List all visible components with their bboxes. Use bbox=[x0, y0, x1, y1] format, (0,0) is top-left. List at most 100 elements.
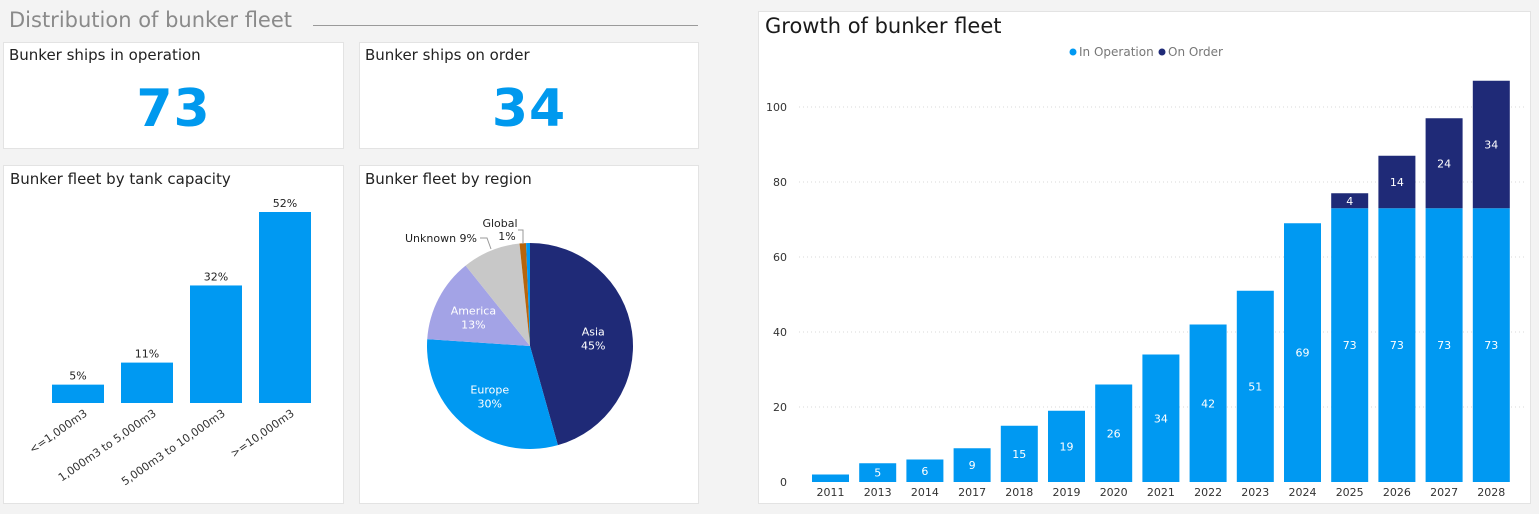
growth-bar-operation[interactable] bbox=[1095, 384, 1133, 483]
y-tick-label: 60 bbox=[773, 251, 787, 264]
kpi-order-label: Bunker ships on order bbox=[365, 46, 530, 64]
pie-slice-global[interactable] bbox=[519, 243, 530, 346]
region-chart-card[interactable]: Bunker fleet by region Asia 45% Europe 30% A… bbox=[359, 165, 699, 504]
pie-outside-label-global-name: Global bbox=[482, 217, 517, 230]
capacity-chart-card[interactable]: Bunker fleet by tank capacity 5% <=1,000m… bbox=[3, 165, 344, 504]
growth-chart-title: Growth of bunker fleet bbox=[765, 14, 1002, 38]
x-tick-label: 2021 bbox=[1147, 486, 1175, 499]
x-tick-label: 2022 bbox=[1194, 486, 1222, 499]
y-tick-label: 20 bbox=[773, 401, 787, 414]
growth-bar-operation[interactable] bbox=[953, 448, 991, 482]
pie-inside-label-value: 45% bbox=[581, 339, 605, 352]
x-tick-label: 2028 bbox=[1477, 486, 1505, 499]
pie-leader-unknown bbox=[480, 237, 492, 250]
growth-bar-operation[interactable] bbox=[1142, 354, 1180, 483]
growth-bar-operation-label: 5 bbox=[874, 467, 881, 480]
growth-bar-operation[interactable] bbox=[1425, 208, 1463, 482]
growth-bar-operation-label: 73 bbox=[1437, 339, 1451, 352]
kpi-operation-label: Bunker ships in operation bbox=[9, 46, 201, 64]
capacity-bar[interactable] bbox=[190, 285, 242, 403]
growth-bar-operation[interactable] bbox=[1000, 425, 1038, 482]
growth-bar-operation[interactable] bbox=[1284, 223, 1321, 482]
pie-slice-unknown[interactable] bbox=[465, 243, 530, 346]
growth-chart-card[interactable]: Growth of bunker fleet In Operation On Or… bbox=[758, 11, 1531, 504]
growth-bar-order-label: 34 bbox=[1484, 139, 1498, 152]
x-tick-label: 2026 bbox=[1383, 486, 1411, 499]
capacity-bar-label: 11% bbox=[135, 348, 159, 361]
x-tick-label: 2017 bbox=[958, 486, 986, 499]
legend-label-order: On Order bbox=[1168, 45, 1223, 59]
growth-bar-order-label: 24 bbox=[1437, 157, 1451, 170]
kpi-card-order[interactable]: Bunker ships on order 34 bbox=[359, 42, 699, 149]
x-tick-label: 2024 bbox=[1289, 486, 1317, 499]
capacity-bar[interactable] bbox=[259, 212, 311, 403]
y-tick-label: 100 bbox=[766, 101, 787, 114]
y-tick-label: 0 bbox=[780, 476, 787, 489]
growth-bar-operation-label: 73 bbox=[1484, 339, 1498, 352]
growth-bar-operation-label: 19 bbox=[1060, 440, 1074, 453]
capacity-bar[interactable] bbox=[121, 362, 173, 403]
x-tick-label: 2025 bbox=[1336, 486, 1364, 499]
pie-inside-label-name: Europe bbox=[470, 384, 509, 397]
growth-bar-order[interactable] bbox=[1378, 155, 1416, 209]
growth-bar-operation[interactable] bbox=[906, 459, 944, 483]
pie-outside-label-unknown: Unknown 9% bbox=[405, 232, 477, 245]
growth-bar-order[interactable] bbox=[1425, 118, 1463, 209]
growth-bar-operation[interactable] bbox=[812, 474, 849, 483]
capacity-category-label: <=1,000m3 bbox=[27, 407, 90, 456]
x-tick-label: 2020 bbox=[1100, 486, 1128, 499]
pie-outside-label-global-value: 1% bbox=[498, 230, 515, 243]
growth-bar-operation-label: 51 bbox=[1248, 380, 1262, 393]
region-chart-title: Bunker fleet by region bbox=[365, 170, 532, 188]
growth-bar-operation[interactable] bbox=[1472, 208, 1510, 482]
growth-bar-order[interactable] bbox=[1472, 80, 1510, 209]
section-title: Distribution of bunker fleet bbox=[9, 8, 292, 32]
x-tick-label: 2027 bbox=[1430, 486, 1458, 499]
x-tick-label: 2011 bbox=[817, 486, 845, 499]
growth-bar-operation[interactable] bbox=[1331, 208, 1369, 482]
x-tick-label: 2023 bbox=[1241, 486, 1269, 499]
growth-bar-operation-label: 73 bbox=[1390, 339, 1404, 352]
growth-bar-operation[interactable] bbox=[859, 463, 897, 482]
growth-bar-order-label: 4 bbox=[1346, 195, 1353, 208]
growth-bar-operation-label: 42 bbox=[1201, 397, 1215, 410]
growth-bar-operation-label: 69 bbox=[1296, 347, 1310, 360]
growth-bar-operation-label: 34 bbox=[1154, 412, 1168, 425]
capacity-bar-label: 5% bbox=[69, 370, 86, 383]
pie-inside-label-value: 30% bbox=[478, 398, 502, 411]
capacity-bar[interactable] bbox=[52, 384, 104, 403]
kpi-card-operation[interactable]: Bunker ships in operation 73 bbox=[3, 42, 344, 149]
pie-slice-asia[interactable] bbox=[530, 243, 633, 446]
growth-bar-operation[interactable] bbox=[1048, 410, 1085, 482]
growth-bar-operation-label: 15 bbox=[1012, 448, 1026, 461]
capacity-bar-label: 52% bbox=[273, 197, 297, 210]
growth-bar-operation[interactable] bbox=[1189, 324, 1227, 483]
y-tick-label: 40 bbox=[773, 326, 787, 339]
pie-leader-global bbox=[518, 229, 524, 244]
section-divider bbox=[313, 25, 698, 26]
pie-slice-europe[interactable] bbox=[427, 339, 558, 449]
kpi-order-value: 34 bbox=[491, 79, 567, 139]
x-tick-label: 2019 bbox=[1053, 486, 1081, 499]
x-tick-label: 2013 bbox=[864, 486, 892, 499]
capacity-chart-title: Bunker fleet by tank capacity bbox=[10, 170, 231, 188]
growth-bar-operation-label: 73 bbox=[1343, 339, 1357, 352]
capacity-category-label: >=10,000m3 bbox=[228, 407, 297, 460]
growth-bar-operation-label: 9 bbox=[969, 459, 976, 472]
growth-bar-order[interactable] bbox=[1331, 193, 1369, 209]
pie-inside-label-value: 13% bbox=[461, 318, 485, 331]
legend-label-operation: In Operation bbox=[1079, 45, 1154, 59]
growth-bar-order-label: 14 bbox=[1390, 176, 1404, 189]
pie-slice-other[interactable] bbox=[526, 243, 530, 346]
kpi-operation-value: 73 bbox=[136, 79, 211, 139]
x-tick-label: 2014 bbox=[911, 486, 939, 499]
growth-bar-operation[interactable] bbox=[1378, 208, 1416, 482]
pie-slice-america[interactable] bbox=[427, 265, 530, 346]
capacity-bar-label: 32% bbox=[204, 270, 228, 283]
x-tick-label: 2018 bbox=[1005, 486, 1033, 499]
legend-marker-operation bbox=[1069, 48, 1077, 56]
growth-bar-operation[interactable] bbox=[1236, 290, 1274, 482]
growth-chart: In Operation On Order 0 20 40 60 80 100 2011 5 2… bbox=[766, 45, 1525, 499]
